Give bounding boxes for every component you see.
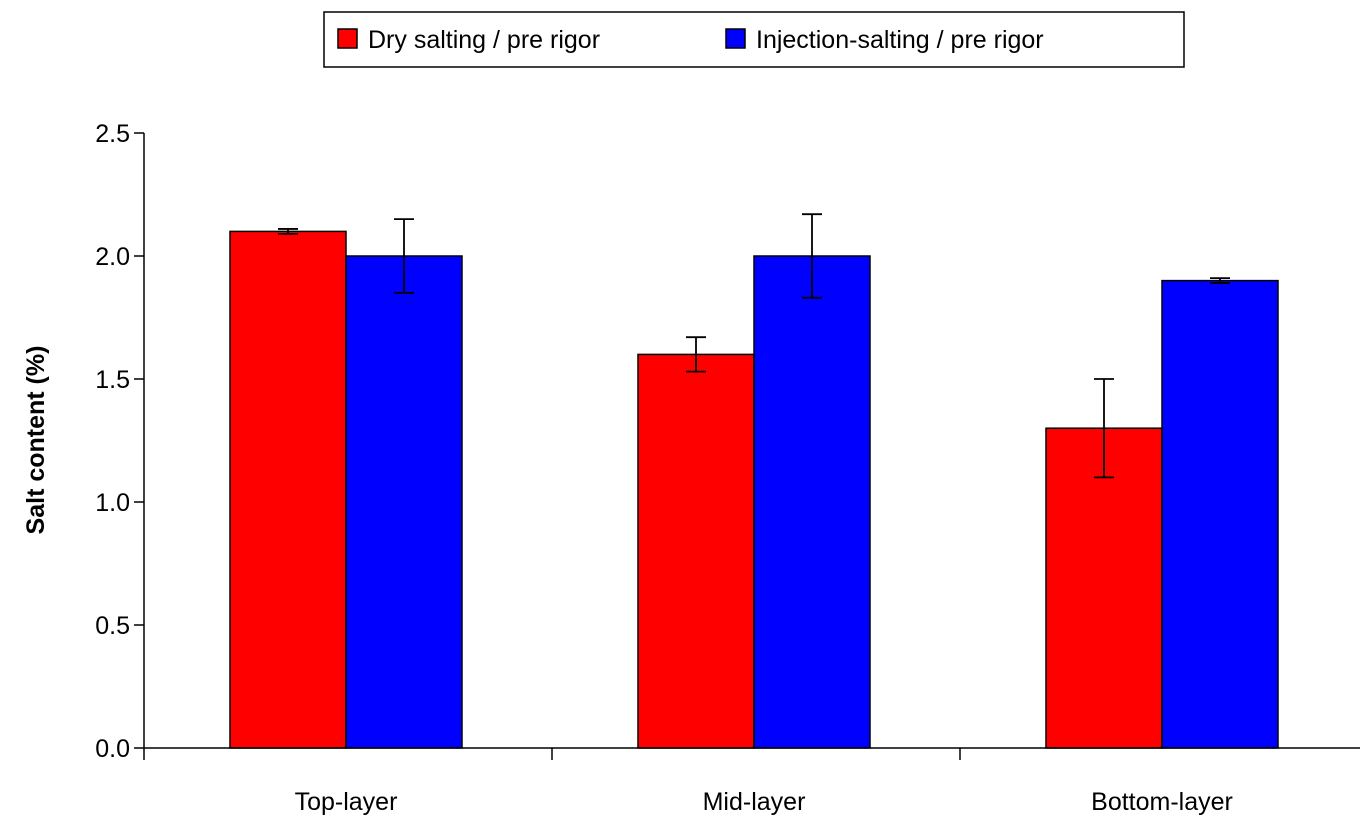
x-category-label: Bottom-layer <box>1091 788 1233 816</box>
bar-injection-salting-bottom-layer <box>1162 281 1278 748</box>
y-axis-title: Salt content (%) <box>22 346 50 535</box>
legend-swatch-dry-salting <box>338 29 357 48</box>
y-tick-label: 0.0 <box>95 735 130 763</box>
x-category-label: Mid-layer <box>703 788 806 816</box>
x-category-label: Top-layer <box>295 788 398 816</box>
legend-swatch-injection-salting <box>726 29 745 48</box>
legend: Dry salting / pre rigor Injection-saltin… <box>324 12 1184 67</box>
y-tick-label: 0.5 <box>95 612 130 640</box>
y-tick-label: 1.5 <box>95 366 130 394</box>
x-axis-ticks: Top-layer Mid-layer Bottom-layer <box>144 748 1233 816</box>
bars <box>230 231 1278 748</box>
y-axis-ticks: 0.0 0.5 1.0 1.5 2.0 2.5 <box>95 120 144 763</box>
bar-dry-salting-top-layer <box>230 231 346 748</box>
bar-injection-salting-top-layer <box>346 256 462 748</box>
legend-label-dry-salting: Dry salting / pre rigor <box>368 26 600 54</box>
y-tick-label: 2.5 <box>95 120 130 148</box>
bar-injection-salting-mid-layer <box>754 256 870 748</box>
legend-label-injection-salting: Injection-salting / pre rigor <box>756 26 1044 54</box>
y-tick-label: 2.0 <box>95 243 130 271</box>
y-tick-label: 1.0 <box>95 489 130 517</box>
bar-dry-salting-mid-layer <box>638 354 754 748</box>
